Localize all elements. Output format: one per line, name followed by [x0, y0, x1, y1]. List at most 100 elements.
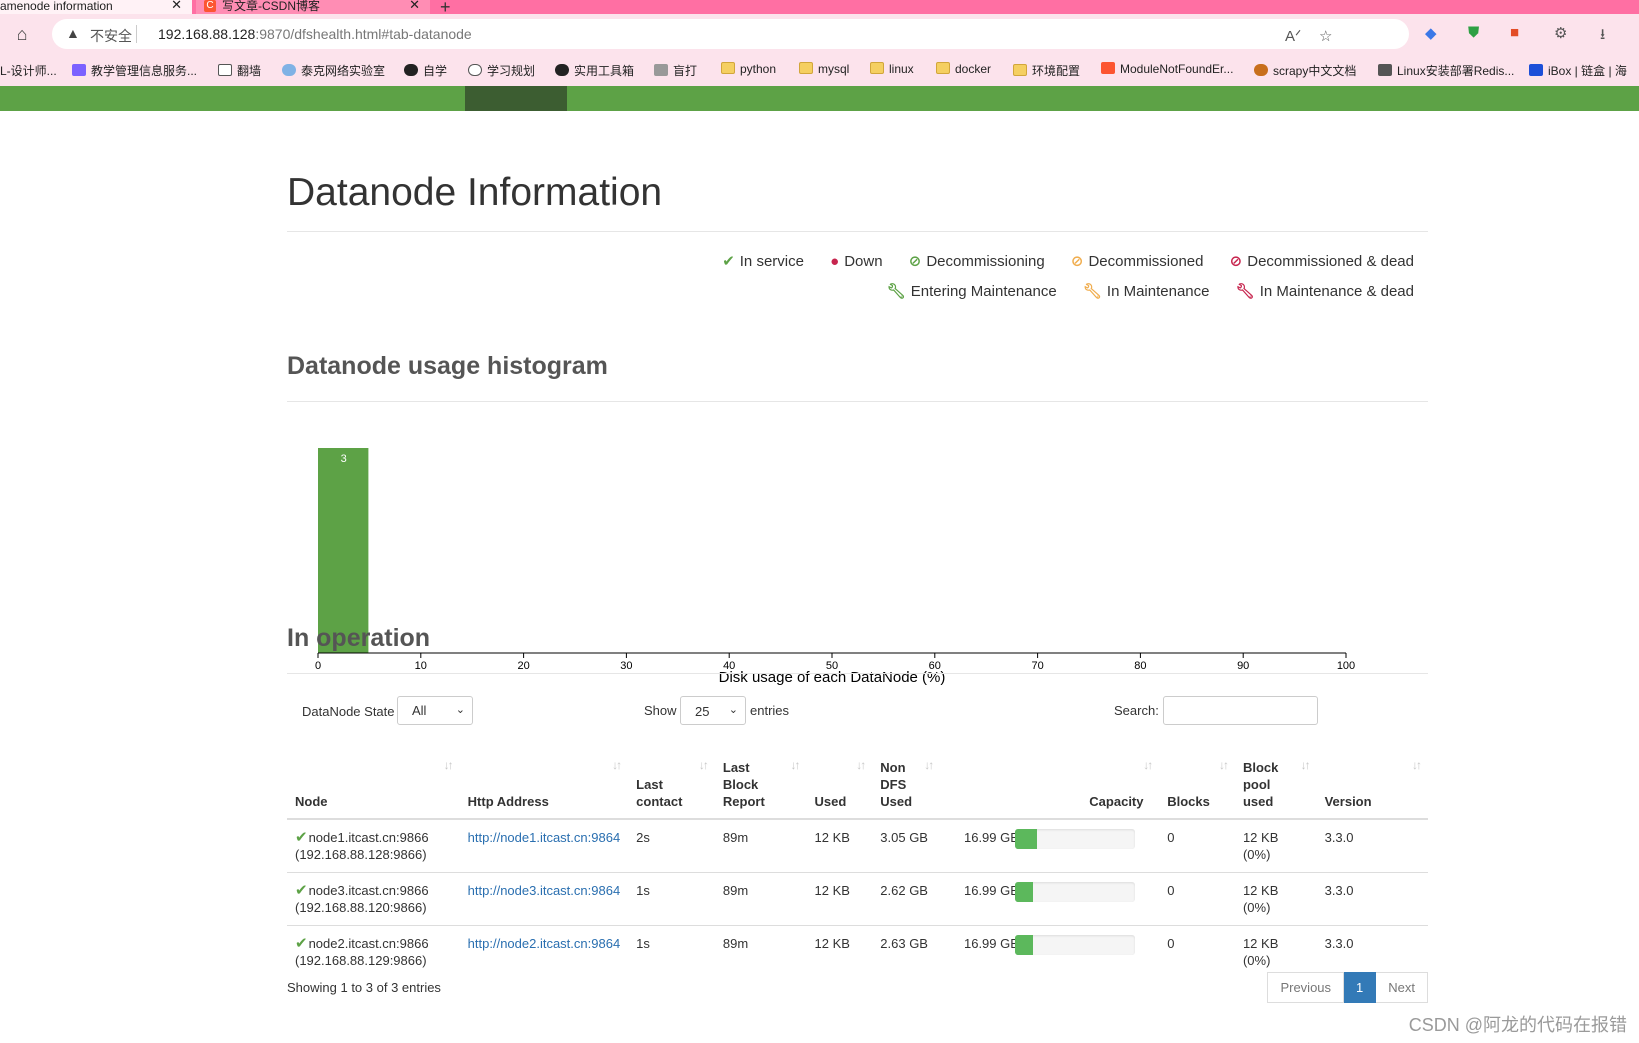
table-header-row: Node ↓↑ Http Address ↓↑ Last contact ↓↑ Las…	[287, 735, 1428, 820]
sort-icon[interactable]: ↓↑	[1143, 758, 1153, 772]
ban-icon: ⊘	[908, 253, 922, 270]
legend-entering-maintenance: 🔧︎ Entering Maintenance	[887, 283, 1057, 300]
column-label: Version	[1324, 794, 1372, 809]
bookmark-item[interactable]: 教学管理信息服务...	[72, 62, 197, 79]
tab-csdn[interactable]: C 写文章-CSDN博客 ✕	[196, 0, 430, 14]
bookmark-item[interactable]: 盲打	[654, 62, 697, 79]
col-http-address[interactable]: Http Address ↓↑	[459, 735, 629, 820]
column-label: Last contact	[636, 777, 683, 809]
page-length-select[interactable]: 25 ⌄	[680, 696, 746, 725]
bookmark-item[interactable]: 自学	[404, 62, 447, 79]
cell-block-pool-used: 12 KB (0%)	[1234, 872, 1317, 926]
close-tab-icon[interactable]: ✕	[409, 0, 420, 12]
bookmark-item[interactable]: 实用工具箱	[555, 62, 634, 79]
search-input[interactable]	[1163, 696, 1318, 725]
cell-non-dfs-used: 2.63 GB 16.99 GB	[872, 926, 1019, 979]
sort-icon[interactable]: ↓↑	[924, 758, 934, 772]
extensions-icon[interactable]: ⚙	[1554, 25, 1568, 42]
add-favorite-icon[interactable]: ☆	[1319, 28, 1333, 45]
page-1-button[interactable]: 1	[1344, 972, 1377, 1003]
bookmark-label: 环境配置	[1032, 64, 1081, 78]
nav-tab-datanodes-active[interactable]	[465, 86, 567, 111]
bookmark-folder[interactable]: docker	[936, 62, 991, 76]
col-used[interactable]: Used ↓↑	[806, 735, 873, 820]
bookmark-item[interactable]: 学习规划	[468, 62, 535, 79]
bookmark-item[interactable]: 泰克网络实验室	[282, 62, 385, 79]
non-dfs-used-value: 3.05 GB	[880, 830, 928, 845]
capacity-bar	[1015, 935, 1136, 955]
bookmark-item[interactable]: scrapy中文文档	[1254, 62, 1356, 79]
col-last-block-report[interactable]: Last Block Report ↓↑	[714, 735, 807, 820]
bookmark-folder[interactable]: linux	[870, 62, 914, 76]
extension-icon[interactable]: ◆	[1425, 25, 1437, 42]
table-info: Showing 1 to 3 of 3 entries	[287, 980, 441, 995]
node-http-link[interactable]: http://node1.itcast.cn:9864	[467, 830, 621, 845]
col-blocks[interactable]: Blocks ↓↑	[1159, 735, 1235, 820]
ibox-icon	[1529, 64, 1543, 76]
col-non-dfs-used[interactable]: Non DFS Used ↓↑	[872, 735, 1012, 820]
select-value: All	[412, 703, 427, 718]
show-label: Show	[644, 703, 677, 718]
home-icon[interactable]: ⌂	[16, 24, 28, 44]
download-icon[interactable]: ⭳	[1600, 26, 1606, 43]
col-last-contact[interactable]: Last contact ↓↑	[628, 735, 715, 820]
csdn-logo-icon: C	[204, 0, 216, 12]
chevron-down-icon: ⌄	[455, 704, 465, 716]
hadoop-navbar	[0, 86, 1639, 111]
datanode-state-select[interactable]: All ⌄	[397, 696, 473, 725]
col-node[interactable]: Node ↓↑	[287, 735, 460, 820]
sort-icon[interactable]: ↓↑	[1300, 758, 1311, 772]
bookmark-item[interactable]: 翻墙	[218, 62, 261, 79]
extension-icon[interactable]: ■	[1510, 24, 1520, 41]
bookmark-item[interactable]: ModuleNotFoundEr...	[1101, 62, 1233, 76]
bookmark-item[interactable]: L-设计师...	[0, 64, 57, 78]
ban-icon: ⊘	[1229, 253, 1243, 270]
github-icon	[555, 64, 569, 76]
next-page-button[interactable]: Next	[1376, 972, 1428, 1003]
sort-icon[interactable]: ↓↑	[1412, 758, 1422, 772]
node-ip: (192.168.88.129:9866)	[295, 953, 427, 968]
column-label: Used	[814, 794, 847, 809]
col-block-pool-used[interactable]: Block pool used ↓↑	[1234, 735, 1317, 820]
sort-icon[interactable]: ↓↑	[698, 758, 709, 772]
bookmark-folder[interactable]: 环境配置	[1013, 62, 1080, 79]
bookmark-label: iBox | 链盒 | 海	[1548, 64, 1627, 78]
folder-icon	[799, 62, 813, 74]
bookmark-folder[interactable]: mysql	[799, 62, 849, 76]
node-http-link[interactable]: http://node2.itcast.cn:9864	[467, 936, 621, 951]
previous-page-button[interactable]: Previous	[1267, 972, 1345, 1003]
sort-icon[interactable]: ↓↑	[790, 758, 801, 772]
bookmark-folder[interactable]: python	[721, 62, 776, 76]
bookmark-label: 学习规划	[487, 64, 536, 78]
sort-icon[interactable]: ↓↑	[612, 758, 622, 772]
github-icon	[468, 64, 482, 76]
select-value: 25	[695, 704, 710, 719]
wrench-icon: 🔧︎	[886, 283, 906, 300]
legend-label: In Maintenance & dead	[1259, 283, 1414, 300]
scrapy-icon	[1254, 64, 1268, 76]
url-text[interactable]: 192.168.88.128:9870/dfshealth.html#tab-d…	[158, 26, 472, 42]
bookmark-item[interactable]: Linux安装部署Redis...	[1378, 62, 1514, 79]
sort-icon[interactable]: ↓↑	[443, 758, 454, 772]
legend-in-service: ✔ In service	[722, 253, 804, 270]
legend-decommissioned-dead: ⊘ Decommissioned & dead	[1230, 253, 1414, 270]
shield-extension-icon[interactable]: ⛊	[1468, 24, 1480, 41]
sort-icon[interactable]: ↓↑	[856, 758, 866, 772]
close-tab-icon[interactable]: ✕	[171, 0, 182, 12]
wrench-icon: 🔧︎	[1082, 283, 1102, 300]
cell-last-block-report: 89m	[722, 936, 749, 951]
tab-namenode-information[interactable]: amenode information ✕	[0, 0, 192, 14]
sort-icon[interactable]: ↓↑	[1218, 758, 1229, 772]
col-version[interactable]: Version ↓↑	[1316, 735, 1428, 820]
node-http-link[interactable]: http://node3.itcast.cn:9864	[467, 883, 621, 898]
url-box[interactable]: ▲ 不安全 192.168.88.128:9870/dfshealth.html…	[52, 19, 1409, 49]
cell-http: http://node3.itcast.cn:9864	[459, 872, 629, 926]
table-row: ✔node1.itcast.cn:9866 (192.168.88.128:986…	[287, 819, 1428, 873]
cell-last-contact: 2s	[628, 819, 715, 873]
new-tab-icon[interactable]: +	[440, 0, 451, 17]
read-aloud-icon[interactable]: Aᐟ	[1285, 28, 1302, 45]
bookmark-label: 自学	[423, 64, 448, 78]
histogram-title: Datanode usage histogram	[287, 352, 608, 380]
col-capacity[interactable]: Capacity ↓↑	[1011, 735, 1160, 820]
bookmark-item[interactable]: iBox | 链盒 | 海	[1529, 62, 1627, 79]
